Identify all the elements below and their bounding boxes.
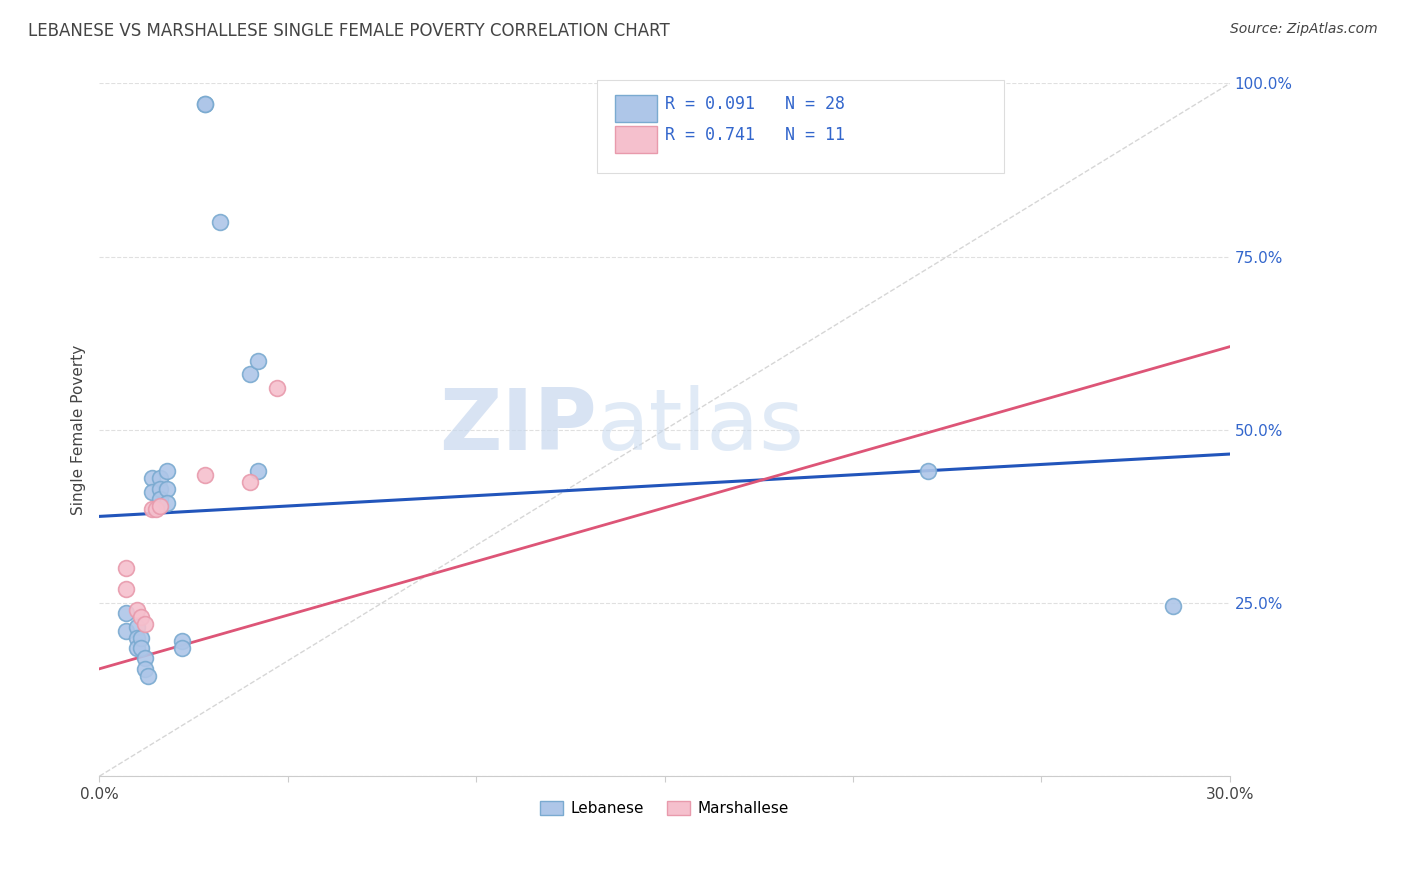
Point xyxy=(134,651,156,665)
Legend: Lebanese, Marshallese: Lebanese, Marshallese xyxy=(533,794,797,824)
Point xyxy=(194,467,217,482)
Text: Source: ZipAtlas.com: Source: ZipAtlas.com xyxy=(1230,22,1378,37)
Point xyxy=(149,499,172,513)
Point xyxy=(208,215,231,229)
Point xyxy=(172,634,194,648)
Point xyxy=(129,631,152,645)
Point xyxy=(114,624,136,638)
Point xyxy=(127,620,149,634)
Point xyxy=(1161,599,1184,614)
Point xyxy=(134,662,156,676)
FancyBboxPatch shape xyxy=(614,95,657,122)
Point xyxy=(129,610,152,624)
Point xyxy=(239,368,262,382)
FancyBboxPatch shape xyxy=(614,126,657,153)
Point xyxy=(172,640,194,655)
Point xyxy=(145,502,167,516)
Point xyxy=(149,492,172,507)
Point xyxy=(141,485,163,500)
Point xyxy=(246,464,269,478)
Text: R = 0.741   N = 11: R = 0.741 N = 11 xyxy=(665,127,845,145)
Text: atlas: atlas xyxy=(596,384,804,467)
Text: ZIP: ZIP xyxy=(439,384,596,467)
Point xyxy=(114,582,136,596)
Text: LEBANESE VS MARSHALLESE SINGLE FEMALE POVERTY CORRELATION CHART: LEBANESE VS MARSHALLESE SINGLE FEMALE PO… xyxy=(28,22,669,40)
Point xyxy=(266,381,288,395)
Point xyxy=(194,97,217,112)
Point xyxy=(127,640,149,655)
Point xyxy=(149,471,172,485)
Point xyxy=(194,97,217,112)
Y-axis label: Single Female Poverty: Single Female Poverty xyxy=(72,344,86,515)
Point xyxy=(141,471,163,485)
FancyBboxPatch shape xyxy=(596,80,1004,174)
Point xyxy=(246,353,269,368)
Point xyxy=(138,669,160,683)
Point xyxy=(134,616,156,631)
Text: R = 0.091   N = 28: R = 0.091 N = 28 xyxy=(665,95,845,113)
Point xyxy=(141,502,163,516)
Point xyxy=(156,495,179,509)
Point xyxy=(239,475,262,489)
Point xyxy=(156,464,179,478)
Point xyxy=(114,561,136,575)
Point xyxy=(917,464,939,478)
Point xyxy=(114,607,136,621)
Point xyxy=(156,482,179,496)
Point xyxy=(129,640,152,655)
Point xyxy=(149,482,172,496)
Point xyxy=(127,603,149,617)
Point xyxy=(127,631,149,645)
